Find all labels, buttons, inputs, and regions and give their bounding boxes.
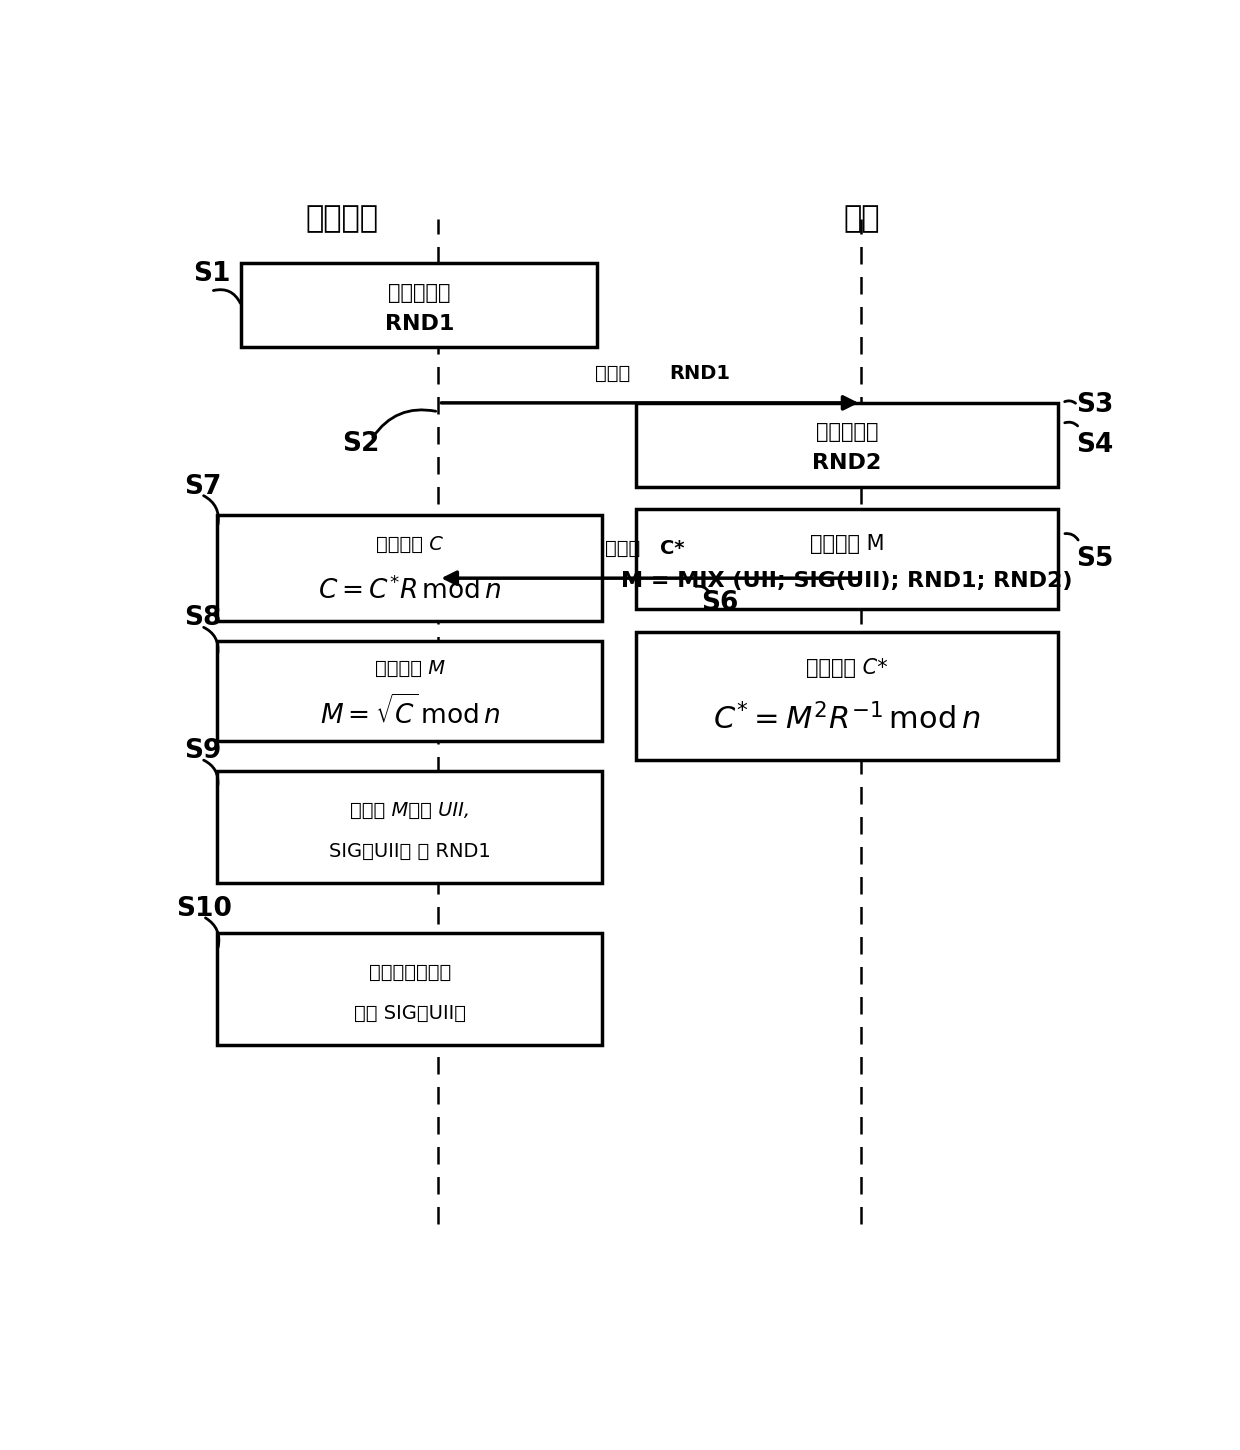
Text: 计算密文 C*: 计算密文 C* <box>806 658 888 677</box>
Text: S6: S6 <box>701 590 738 616</box>
Text: 计算密文 C: 计算密文 C <box>376 535 443 554</box>
Text: S10: S10 <box>176 896 232 922</box>
Bar <box>217 771 601 883</box>
Text: 读取设备: 读取设备 <box>306 204 379 233</box>
Text: SIG（UII） 和 RND1: SIG（UII） 和 RND1 <box>329 842 491 861</box>
Text: S9: S9 <box>184 738 221 764</box>
Bar <box>635 509 1058 609</box>
Text: $M=\sqrt{C}\,\mathrm{mod}\,n$: $M=\sqrt{C}\,\mathrm{mod}\,n$ <box>320 696 500 731</box>
Text: S5: S5 <box>1075 547 1114 573</box>
Text: S3: S3 <box>1075 392 1114 418</box>
Bar <box>635 632 1058 760</box>
Text: $C^{*}=M^{2}R^{-1}\,\mathrm{mod}\,n$: $C^{*}=M^{2}R^{-1}\,\mathrm{mod}\,n$ <box>713 703 981 735</box>
Text: 识别／验证标签: 识别／验证标签 <box>368 963 451 982</box>
Bar <box>242 264 596 347</box>
Text: $C=C^{*}R\,\mathrm{mod}\,n$: $C=C^{*}R\,\mathrm{mod}\,n$ <box>317 577 501 605</box>
Bar <box>635 403 1058 487</box>
Text: 检验 SIG（UII）: 检验 SIG（UII） <box>353 1003 466 1024</box>
Text: 挑战：: 挑战： <box>595 364 631 383</box>
Text: 从明文 M提取 UII,: 从明文 M提取 UII, <box>350 800 470 819</box>
Text: 标签: 标签 <box>843 204 879 233</box>
Text: RND1: RND1 <box>384 313 454 334</box>
Text: RND1: RND1 <box>670 364 730 383</box>
Text: 产生随机数: 产生随机数 <box>388 283 450 303</box>
Text: 产生随机数: 产生随机数 <box>816 422 878 442</box>
Text: S8: S8 <box>184 605 221 631</box>
Text: C*: C* <box>660 539 684 558</box>
Bar <box>217 515 601 621</box>
Text: S7: S7 <box>184 474 221 500</box>
Text: S2: S2 <box>342 431 379 457</box>
Text: 产生明文 M: 产生明文 M <box>810 534 884 554</box>
Text: 响应：: 响应： <box>605 539 640 558</box>
Text: S1: S1 <box>193 261 231 287</box>
Text: 计算明文 M: 计算明文 M <box>374 660 445 679</box>
Text: S4: S4 <box>1075 432 1112 458</box>
Text: M = MIX (UII; SIG(UII); RND1; RND2): M = MIX (UII; SIG(UII); RND1; RND2) <box>621 571 1073 592</box>
Bar <box>217 641 601 741</box>
Bar <box>217 934 601 1045</box>
Text: RND2: RND2 <box>812 454 882 473</box>
